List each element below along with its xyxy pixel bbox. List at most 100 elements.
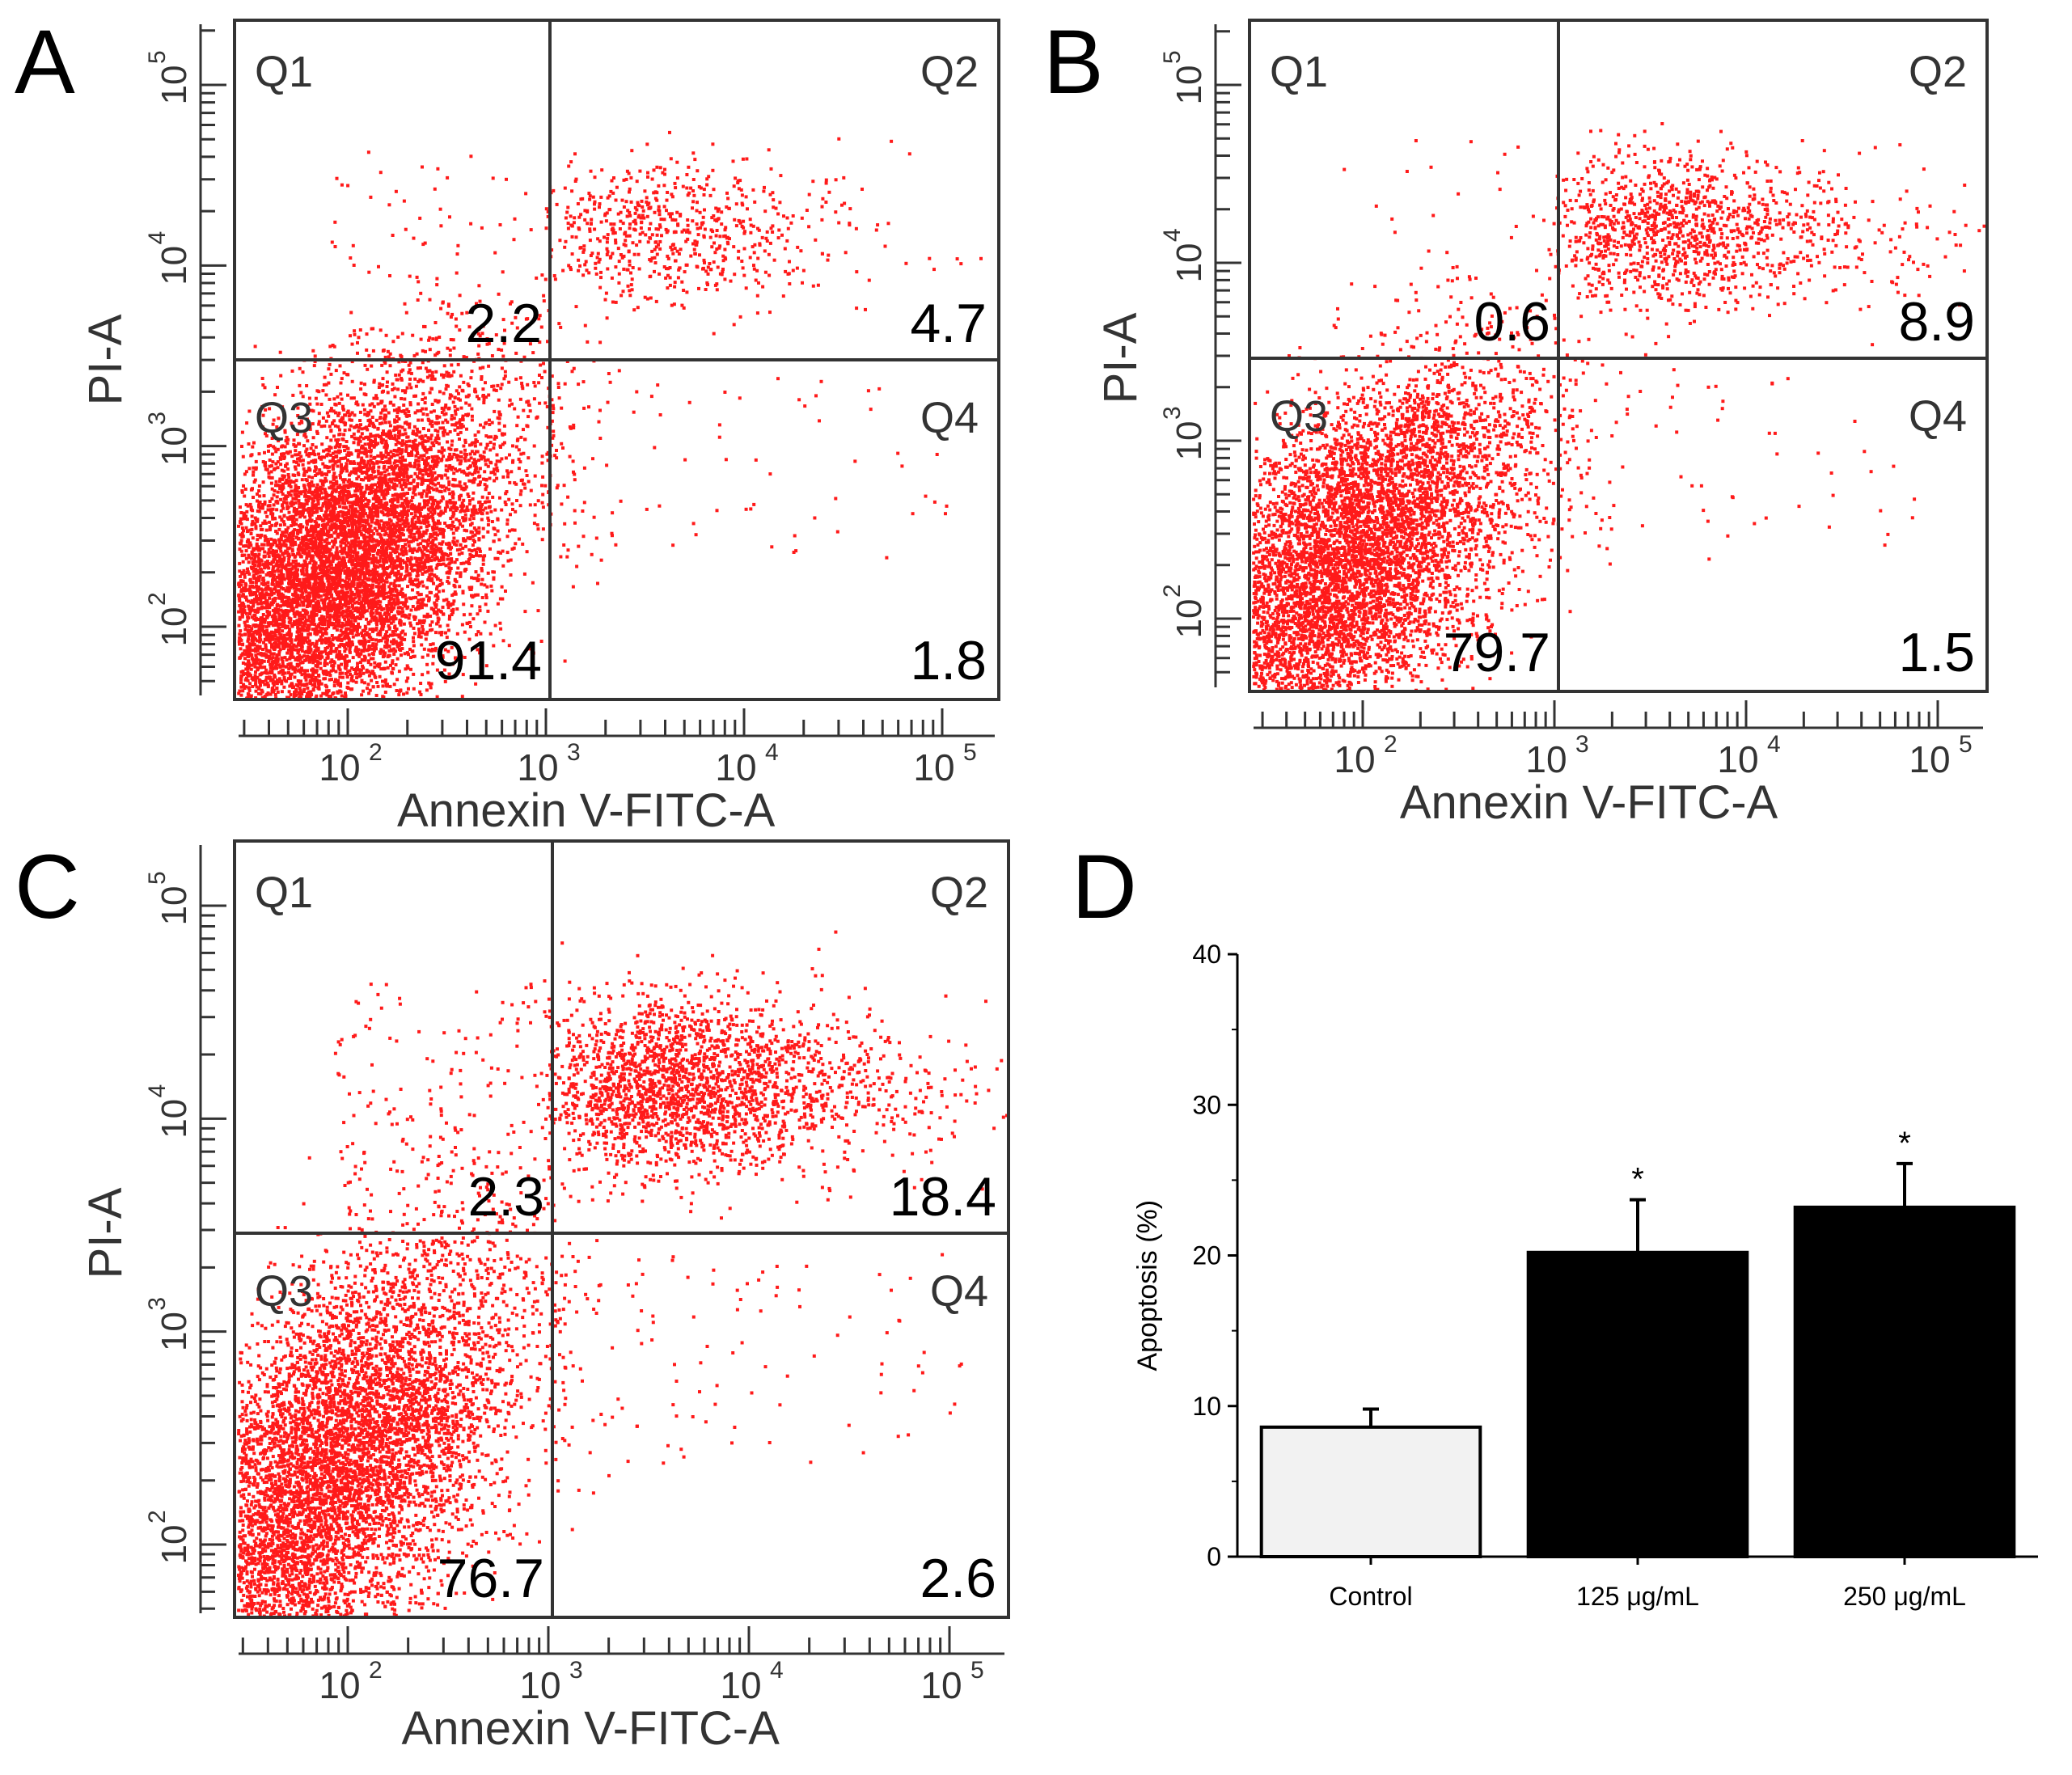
event-dot [278,575,282,579]
event-dot [325,568,329,572]
event-dot [246,538,250,542]
event-dot [400,587,404,591]
event-dot [442,535,446,539]
event-dot [421,624,425,628]
event-dot [321,633,324,637]
event-dot [482,450,486,454]
event-dot [279,463,283,467]
event-dot [319,564,323,567]
event-dot [325,615,329,619]
event-dot [462,355,466,359]
event-dot [257,678,261,682]
event-dot [357,648,361,652]
event-dot [477,538,481,542]
event-dot [248,577,252,581]
event-dot [276,490,280,494]
event-dot [463,438,467,442]
event-dot [320,487,324,491]
event-dot [276,466,280,470]
event-dot [518,397,522,401]
event-dot [282,675,286,679]
event-dot [617,369,621,373]
event-dot [359,488,363,492]
event-dot [535,415,539,419]
event-dot [453,478,457,482]
event-dot [243,657,247,661]
event-dot [342,445,346,449]
event-dot [404,594,408,598]
event-dot [425,492,429,496]
event-dot [330,678,333,682]
event-dot [322,449,326,453]
event-dot [325,411,329,415]
event-dot [484,381,487,385]
event-dot [540,501,544,505]
event-dot [416,622,419,626]
event-dot [450,363,454,367]
event-dot [305,522,309,526]
event-dot [380,390,384,394]
event-dot [382,564,385,568]
event-dot [350,379,354,383]
event-dot [375,681,379,684]
event-dot [311,499,315,503]
event-dot [264,668,268,672]
event-dot [274,484,277,488]
event-dot [311,436,315,440]
event-dot [501,639,505,643]
event-dot [406,676,410,680]
event-dot [330,664,334,668]
event-dot [498,496,501,500]
event-dot [368,533,372,537]
event-dot [318,630,322,634]
event-dot [335,450,339,454]
event-dot [239,638,243,642]
event-dot [319,497,323,501]
event-dot [395,601,399,605]
event-dot [317,683,321,687]
event-dot [450,662,455,666]
event-dot [243,678,247,682]
event-dot [298,661,302,665]
event-dot [394,663,398,667]
event-dot [363,382,366,387]
event-dot [500,366,504,370]
event-dot [492,539,496,543]
event-dot [521,387,525,391]
event-dot [412,485,417,489]
event-dot [298,617,302,621]
event-dot [363,447,367,451]
event-dot [433,649,438,653]
event-dot [420,434,424,438]
event-dot [411,333,415,337]
event-dot [429,377,433,381]
event-dot [290,489,294,493]
event-dot [323,497,328,501]
event-dot [264,625,269,629]
event-dot [317,687,321,691]
event-dot [398,425,402,429]
event-dot [296,658,300,662]
event-dot [300,692,304,696]
event-dot [261,460,265,463]
event-dot [372,564,376,568]
event-dot [277,653,281,657]
event-dot [502,432,506,436]
event-dot [448,452,452,456]
event-dot [349,396,353,400]
event-dot [350,505,354,509]
event-dot [460,695,464,699]
event-dot [345,453,349,457]
event-dot [264,522,268,525]
event-dot [244,549,248,553]
event-dot [286,648,290,652]
event-dot [307,690,311,694]
event-dot [403,577,407,581]
event-dot [412,636,415,640]
event-dot [282,514,286,518]
event-dot [385,507,389,510]
event-dot [263,629,267,633]
event-dot [476,648,480,652]
event-dot [249,543,253,547]
event-dot [247,650,252,654]
